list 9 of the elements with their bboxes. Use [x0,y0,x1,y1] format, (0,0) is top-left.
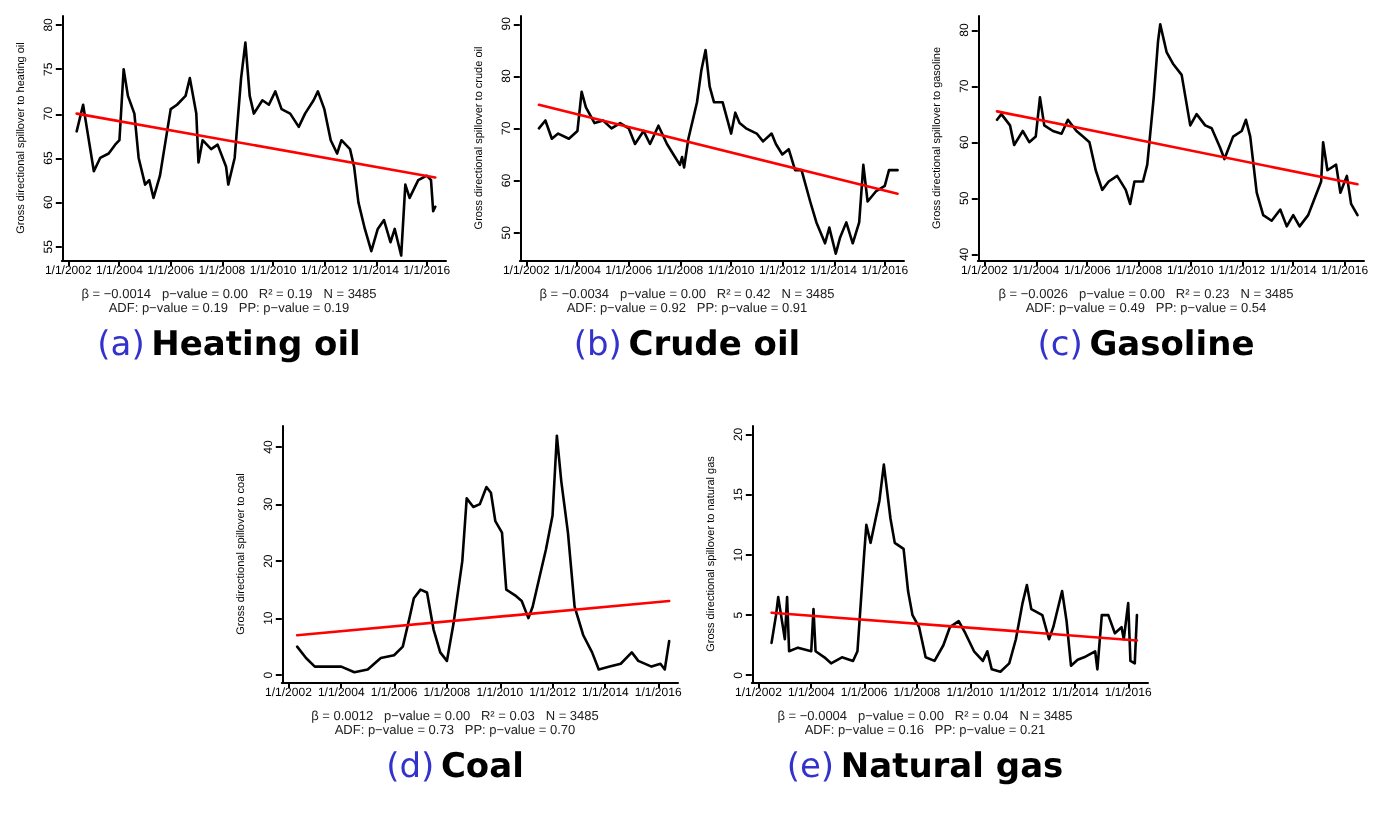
text: (d) Coal [386,747,524,787]
text: (c) Gasoline [1037,325,1255,365]
line-series [770,463,1139,674]
line-series [995,23,1359,228]
line-series [537,48,899,256]
text: (a) Heating oil [97,325,361,365]
text: (b) Crude oil [573,325,801,365]
line-series [295,434,671,674]
text: (e) Natural gas [786,747,1064,787]
